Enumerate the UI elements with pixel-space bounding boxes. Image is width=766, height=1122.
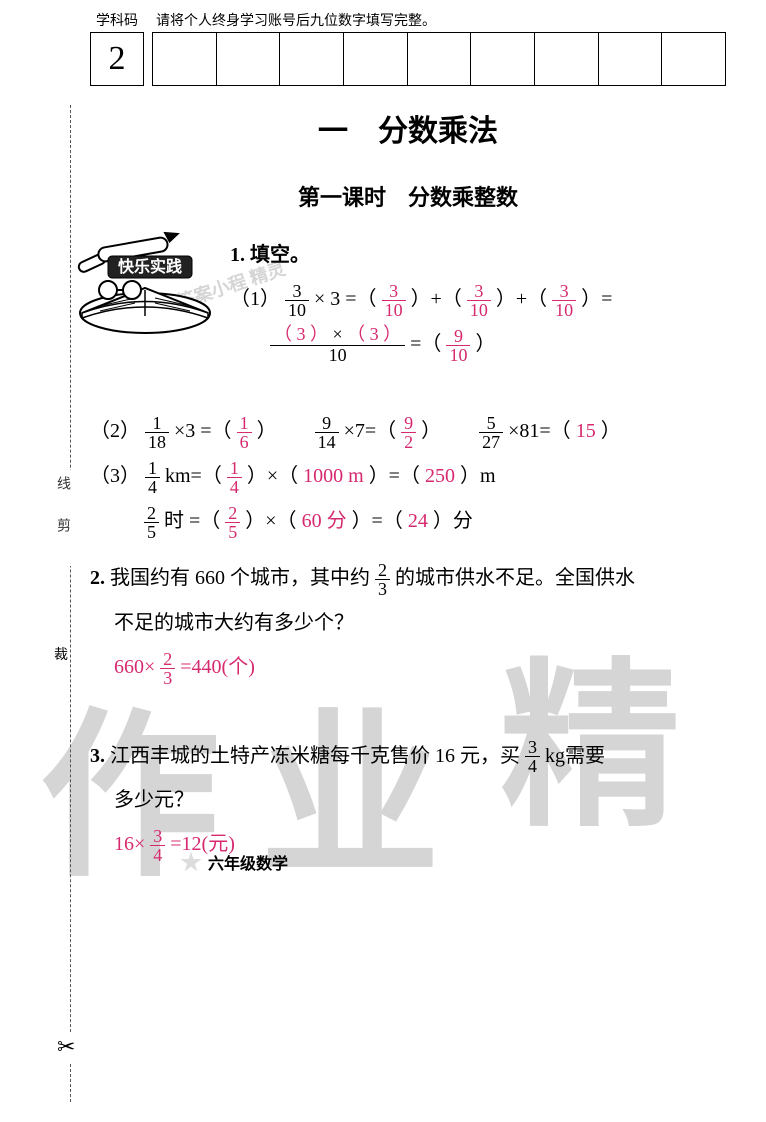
q2: 2. 我国约有 660 个城市，其中约 23 的城市供水不足。全国供水 不足的城… <box>90 559 726 687</box>
q2-answer: 660× 23 =440(个) <box>114 648 726 687</box>
content: 快乐实践 1. 填空。 （1） 310 × 3 =（ 310 ）+（ 310 ）… <box>90 236 726 864</box>
svg-text:快乐实践: 快乐实践 <box>118 257 182 276</box>
id-cell[interactable] <box>280 33 344 85</box>
subject-code-label: 学科码 <box>96 10 138 30</box>
q1-1-line2: （ 3 ） × （ 3 ） 10 =（ 910 ） <box>270 325 726 366</box>
header: 学科码 2 请将个人终身学习账号后九位数字填写完整。 <box>90 10 726 86</box>
lesson-title: 第一课时 分数乘整数 <box>90 180 726 212</box>
q1-title: 1. 填空。 <box>230 236 726 274</box>
id-cell[interactable] <box>217 33 281 85</box>
id-cell[interactable] <box>535 33 599 85</box>
id-boxes[interactable] <box>152 32 726 86</box>
id-entry-area: 请将个人终身学习账号后九位数字填写完整。 <box>152 10 726 86</box>
id-cell[interactable] <box>662 33 725 85</box>
q1-3b: 25 时 =（ 25 ）×（ 60 分 ）=（ 24 ）分 <box>144 502 726 541</box>
footer-grade: 六年级数学 <box>208 850 288 874</box>
practice-badge-icon: 快乐实践 <box>70 228 220 338</box>
chapter-title: 一 分数乘法 <box>90 106 726 150</box>
id-cell[interactable] <box>471 33 535 85</box>
cut-line-label: 线剪 <box>52 470 72 566</box>
id-cell[interactable] <box>408 33 472 85</box>
scissor-icon: ✂ <box>55 1032 77 1062</box>
subject-code-number: 2 <box>90 32 144 86</box>
id-cell[interactable] <box>153 33 217 85</box>
star-icon <box>180 851 202 873</box>
subject-code-box: 学科码 2 <box>90 10 144 86</box>
cut-line-label-cai: 裁 <box>54 640 68 668</box>
id-instruction: 请将个人终身学习账号后九位数字填写完整。 <box>156 10 726 30</box>
q1-3a: （3） 14 km=（ 14 ）×（ 1000 m ）=（ 250 ）m <box>90 457 726 496</box>
q1-2: （2） 118 ×3 =（ 16 ） 914 ×7=（ 92 ） 527 ×81… <box>90 412 726 451</box>
id-cell[interactable] <box>344 33 408 85</box>
id-cell[interactable] <box>599 33 663 85</box>
footer: 六年级数学 1 <box>180 842 766 882</box>
q1-1-line1: （1） 310 × 3 =（ 310 ）+（ 310 ）+（ 310 ）= <box>230 280 726 319</box>
